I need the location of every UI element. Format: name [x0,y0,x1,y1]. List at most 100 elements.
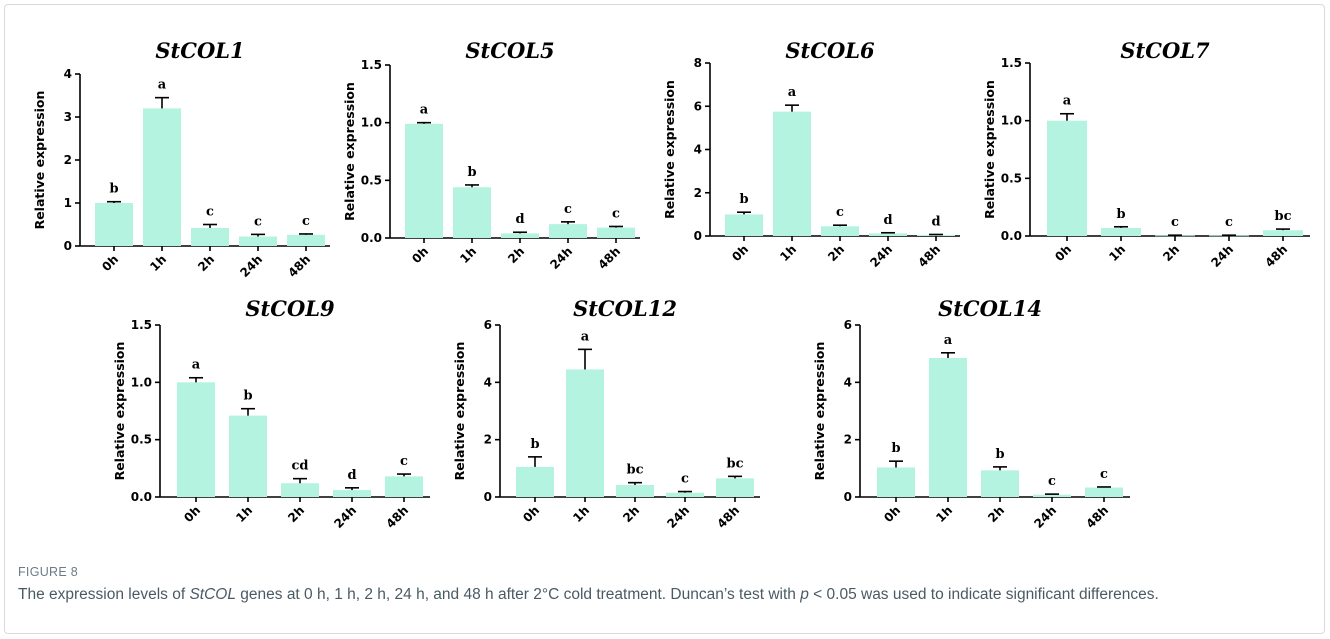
y-tick-label: 0.0 [1001,229,1022,243]
chart-stcol12: StCOL12 Relative expression 0 2 4 6 b 0h a 1h bc 2h… [452,296,760,531]
significance-letter: bc [1274,209,1291,224]
significance-letter: d [515,212,524,227]
x-tick-label: 2h [285,503,307,525]
x-tick-label: 2h [985,503,1007,525]
bar [917,234,955,236]
chart-title: StCOL6 [785,38,875,63]
significance-letter: c [564,202,572,217]
x-tick-label: 24h [664,503,692,531]
significance-letter: b [109,182,118,197]
x-tick-label: 48h [1083,503,1111,531]
y-tick-label: 1.0 [1001,114,1022,128]
bar [385,476,423,497]
bar [725,214,763,236]
bar [516,466,554,497]
bar [281,483,319,497]
y-tick-label: 8 [694,56,702,70]
y-tick-label: 2 [694,186,702,200]
x-tick-label: 1h [457,244,479,266]
x-tick-label: 0h [409,244,431,266]
caption-run: genes at 0 h, 1 h, 2 h, 24 h, and 48 h a… [235,586,801,603]
x-tick-label: 1h [933,503,955,525]
x-tick-label: 2h [505,244,527,266]
bar [143,108,181,247]
x-tick-label: 0h [520,503,542,525]
y-tick-label: 1 [64,196,72,210]
x-tick-label: 0h [1052,242,1074,264]
figure-label: FIGURE 8 [18,565,79,579]
significance-letter: b [891,441,900,456]
significance-letter: cd [291,459,308,474]
bar [616,484,654,497]
y-axis-label: Relative expression [112,342,127,481]
y-tick-label: 0 [64,239,72,253]
bar [177,382,215,497]
chart-title: StCOL9 [245,296,335,321]
y-tick-label: 2 [484,433,492,447]
figure-caption: FIGURE 8 The expression levels of StCOL … [18,565,1308,605]
x-tick-label: 0h [881,503,903,525]
significance-letter: b [467,165,476,180]
chart-stcol7: StCOL7 Relative expression 0.0 0.5 1.0 1.5 a 0h… [982,38,1310,270]
significance-letter: d [931,214,940,229]
x-tick-label: 2h [825,242,847,264]
bar [333,490,371,497]
x-tick-label: 24h [547,244,575,272]
y-axis-label: Relative expression [812,342,827,481]
significance-letter: a [1063,94,1072,109]
chart-title: StCOL12 [573,296,677,321]
significance-letter: c [1048,474,1056,489]
x-tick-label: 1h [1106,242,1128,264]
figure-frame [4,4,1325,634]
y-tick-label: 4 [64,67,72,81]
y-tick-label: 6 [694,99,702,113]
x-tick-label: 1h [147,252,169,274]
bar [597,227,635,238]
y-tick-label: 0.0 [361,231,382,245]
bar [821,226,859,236]
significance-letter: b [243,389,252,404]
caption-run: p [800,586,809,603]
significance-letter: b [739,192,748,207]
bar [566,369,604,497]
x-tick-label: 0h [99,252,121,274]
bar [1047,120,1087,236]
bar [869,233,907,236]
x-tick-label: 1h [777,242,799,264]
chart-stcol9: StCOL9 Relative expression 0.0 0.5 1.0 1.5 a 0h… [112,296,430,531]
y-axis-label: Relative expression [342,82,357,221]
x-tick-label: 24h [867,242,895,270]
x-tick-label: 0h [181,503,203,525]
bar [877,467,915,497]
x-tick-label: 48h [915,242,943,270]
y-tick-label: 6 [844,318,852,332]
chart-stcol5: StCOL5 Relative expression 0.0 0.5 1.0 1.5 a 0h… [342,38,640,272]
y-tick-label: 0.5 [361,173,382,187]
significance-letter: c [206,205,214,220]
significance-letter: b [1116,207,1125,222]
bar [1033,494,1071,497]
y-tick-label: 0 [844,490,852,504]
significance-letter: c [400,454,408,469]
x-tick-label: 48h [595,244,623,272]
significance-letter: a [158,78,167,93]
y-tick-label: 0 [484,490,492,504]
bar [1263,230,1303,236]
bar [716,478,754,497]
y-axis-label: Relative expression [32,91,47,230]
x-tick-label: 2h [195,252,217,274]
significance-letter: c [836,205,844,220]
bar [1101,227,1141,236]
caption-run: StCOL [189,586,236,603]
y-tick-label: 4 [694,143,702,157]
x-tick-label: 0h [729,242,751,264]
significance-letter: c [254,214,262,229]
x-tick-label: 24h [1031,503,1059,531]
y-axis-label: Relative expression [982,80,997,219]
y-tick-label: 2 [844,433,852,447]
bar [666,492,704,497]
x-tick-label: 1h [570,503,592,525]
significance-letter: a [788,85,797,100]
chart-stcol6: StCOL6 Relative expression 0 2 4 6 8 b 0h a 1h c 2h d… [662,38,960,270]
significance-letter: a [192,358,201,373]
